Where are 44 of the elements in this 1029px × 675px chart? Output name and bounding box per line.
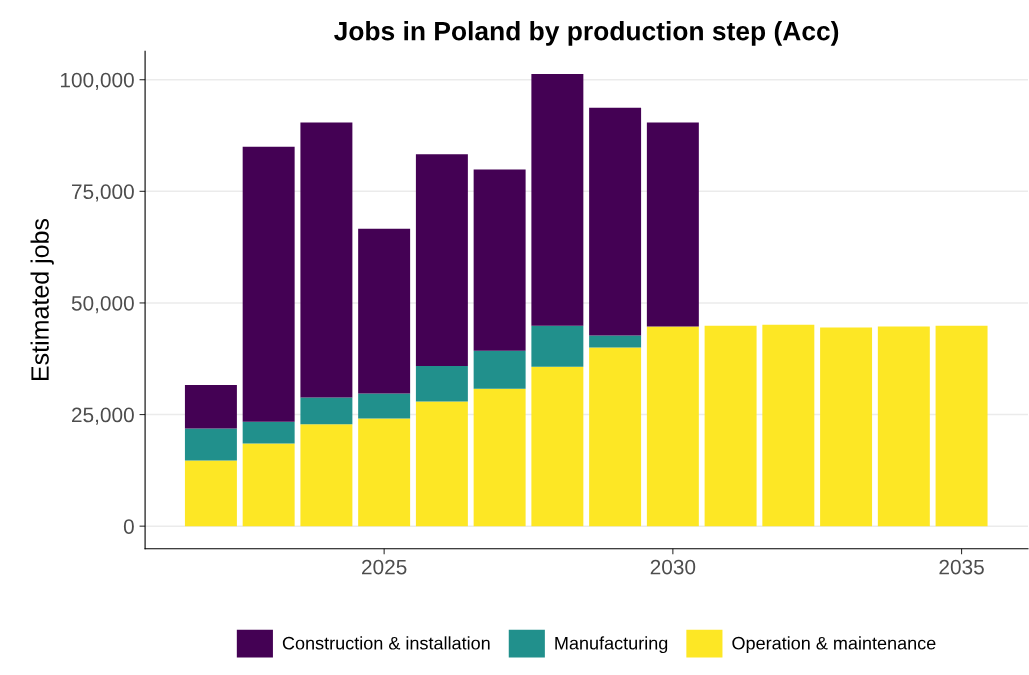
- x-tick-label: 2035: [939, 559, 984, 575]
- bar: [646, 326, 699, 527]
- bar: [184, 385, 237, 429]
- bar: [820, 327, 873, 527]
- bar: [415, 154, 468, 366]
- bar: [300, 424, 353, 527]
- bar: [242, 443, 295, 527]
- bar: [415, 401, 468, 527]
- bar: [300, 397, 353, 425]
- bar: [358, 418, 411, 527]
- bar: [473, 388, 526, 527]
- x-tick-label: 2025: [362, 559, 407, 575]
- chart-title: Jobs in Poland by production step (Acc): [334, 21, 839, 46]
- x-tick-label: 2030: [650, 559, 696, 575]
- bar: [358, 228, 411, 394]
- bar: [184, 460, 237, 527]
- bar: [589, 107, 642, 336]
- y-axis-title: Estimated jobs: [30, 218, 54, 380]
- bar: [531, 73, 584, 326]
- bar: [531, 325, 584, 367]
- y-tick-label: 100,000: [60, 72, 134, 90]
- y-tick-label: 50,000: [71, 295, 134, 314]
- legend-label: Manufacturing: [555, 636, 668, 654]
- bar: [242, 421, 295, 444]
- bar: [473, 169, 526, 351]
- bar: [531, 366, 584, 527]
- bar: [415, 365, 468, 402]
- bar: [704, 325, 757, 527]
- y-tick-label: 75,000: [72, 184, 134, 202]
- bar: [646, 122, 699, 327]
- legend-label: Construction & installation: [282, 636, 490, 650]
- bar: [762, 324, 815, 527]
- bar: [935, 325, 988, 527]
- bar: [358, 393, 411, 419]
- bar: [184, 428, 237, 461]
- bar: [589, 347, 642, 527]
- bar: [589, 335, 642, 348]
- legend-label: Operation & maintenance: [732, 636, 936, 654]
- bar: [877, 326, 930, 527]
- y-tick-label: 25,000: [72, 407, 134, 425]
- y-tick-label: 0: [123, 519, 134, 534]
- bar: [300, 122, 353, 398]
- bar: [473, 350, 526, 389]
- bar: [242, 146, 295, 422]
